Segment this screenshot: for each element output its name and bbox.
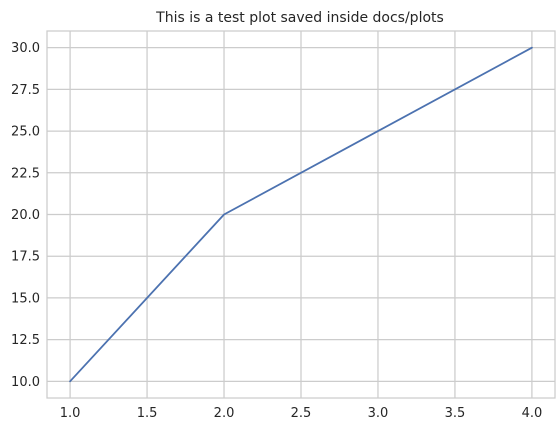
y-tick-label: 17.5 [11, 250, 40, 265]
chart-title: This is a test plot saved inside docs/pl… [155, 10, 444, 26]
x-tick-label: 2.5 [291, 406, 312, 421]
x-tick-label: 3.5 [445, 406, 466, 421]
plot-frame [46, 30, 556, 399]
y-tick-label: 20.0 [11, 208, 40, 223]
grid-lines [47, 31, 555, 398]
y-axis-ticks: 10.0 12.5 15.0 17.5 20.0 22.5 25.0 27.5 30.0 [11, 41, 40, 390]
x-tick-label: 3.0 [368, 406, 389, 421]
x-axis-ticks: 1.0 1.5 2.0 2.5 3.0 3.5 4.0 [60, 406, 543, 421]
y-tick-label: 22.5 [11, 166, 40, 181]
series-line [69, 46, 533, 383]
y-tick-label: 12.5 [11, 333, 40, 348]
y-tick-label: 15.0 [11, 291, 40, 306]
x-tick-label: 1.5 [137, 406, 158, 421]
x-tick-label: 1.0 [60, 406, 81, 421]
y-tick-label: 27.5 [11, 83, 40, 98]
y-tick-label: 25.0 [11, 125, 40, 140]
y-tick-label: 30.0 [11, 41, 40, 56]
y-tick-label: 10.0 [11, 375, 40, 390]
series-layer [69, 46, 533, 383]
x-tick-label: 2.0 [214, 406, 235, 421]
x-tick-label: 4.0 [522, 406, 543, 421]
